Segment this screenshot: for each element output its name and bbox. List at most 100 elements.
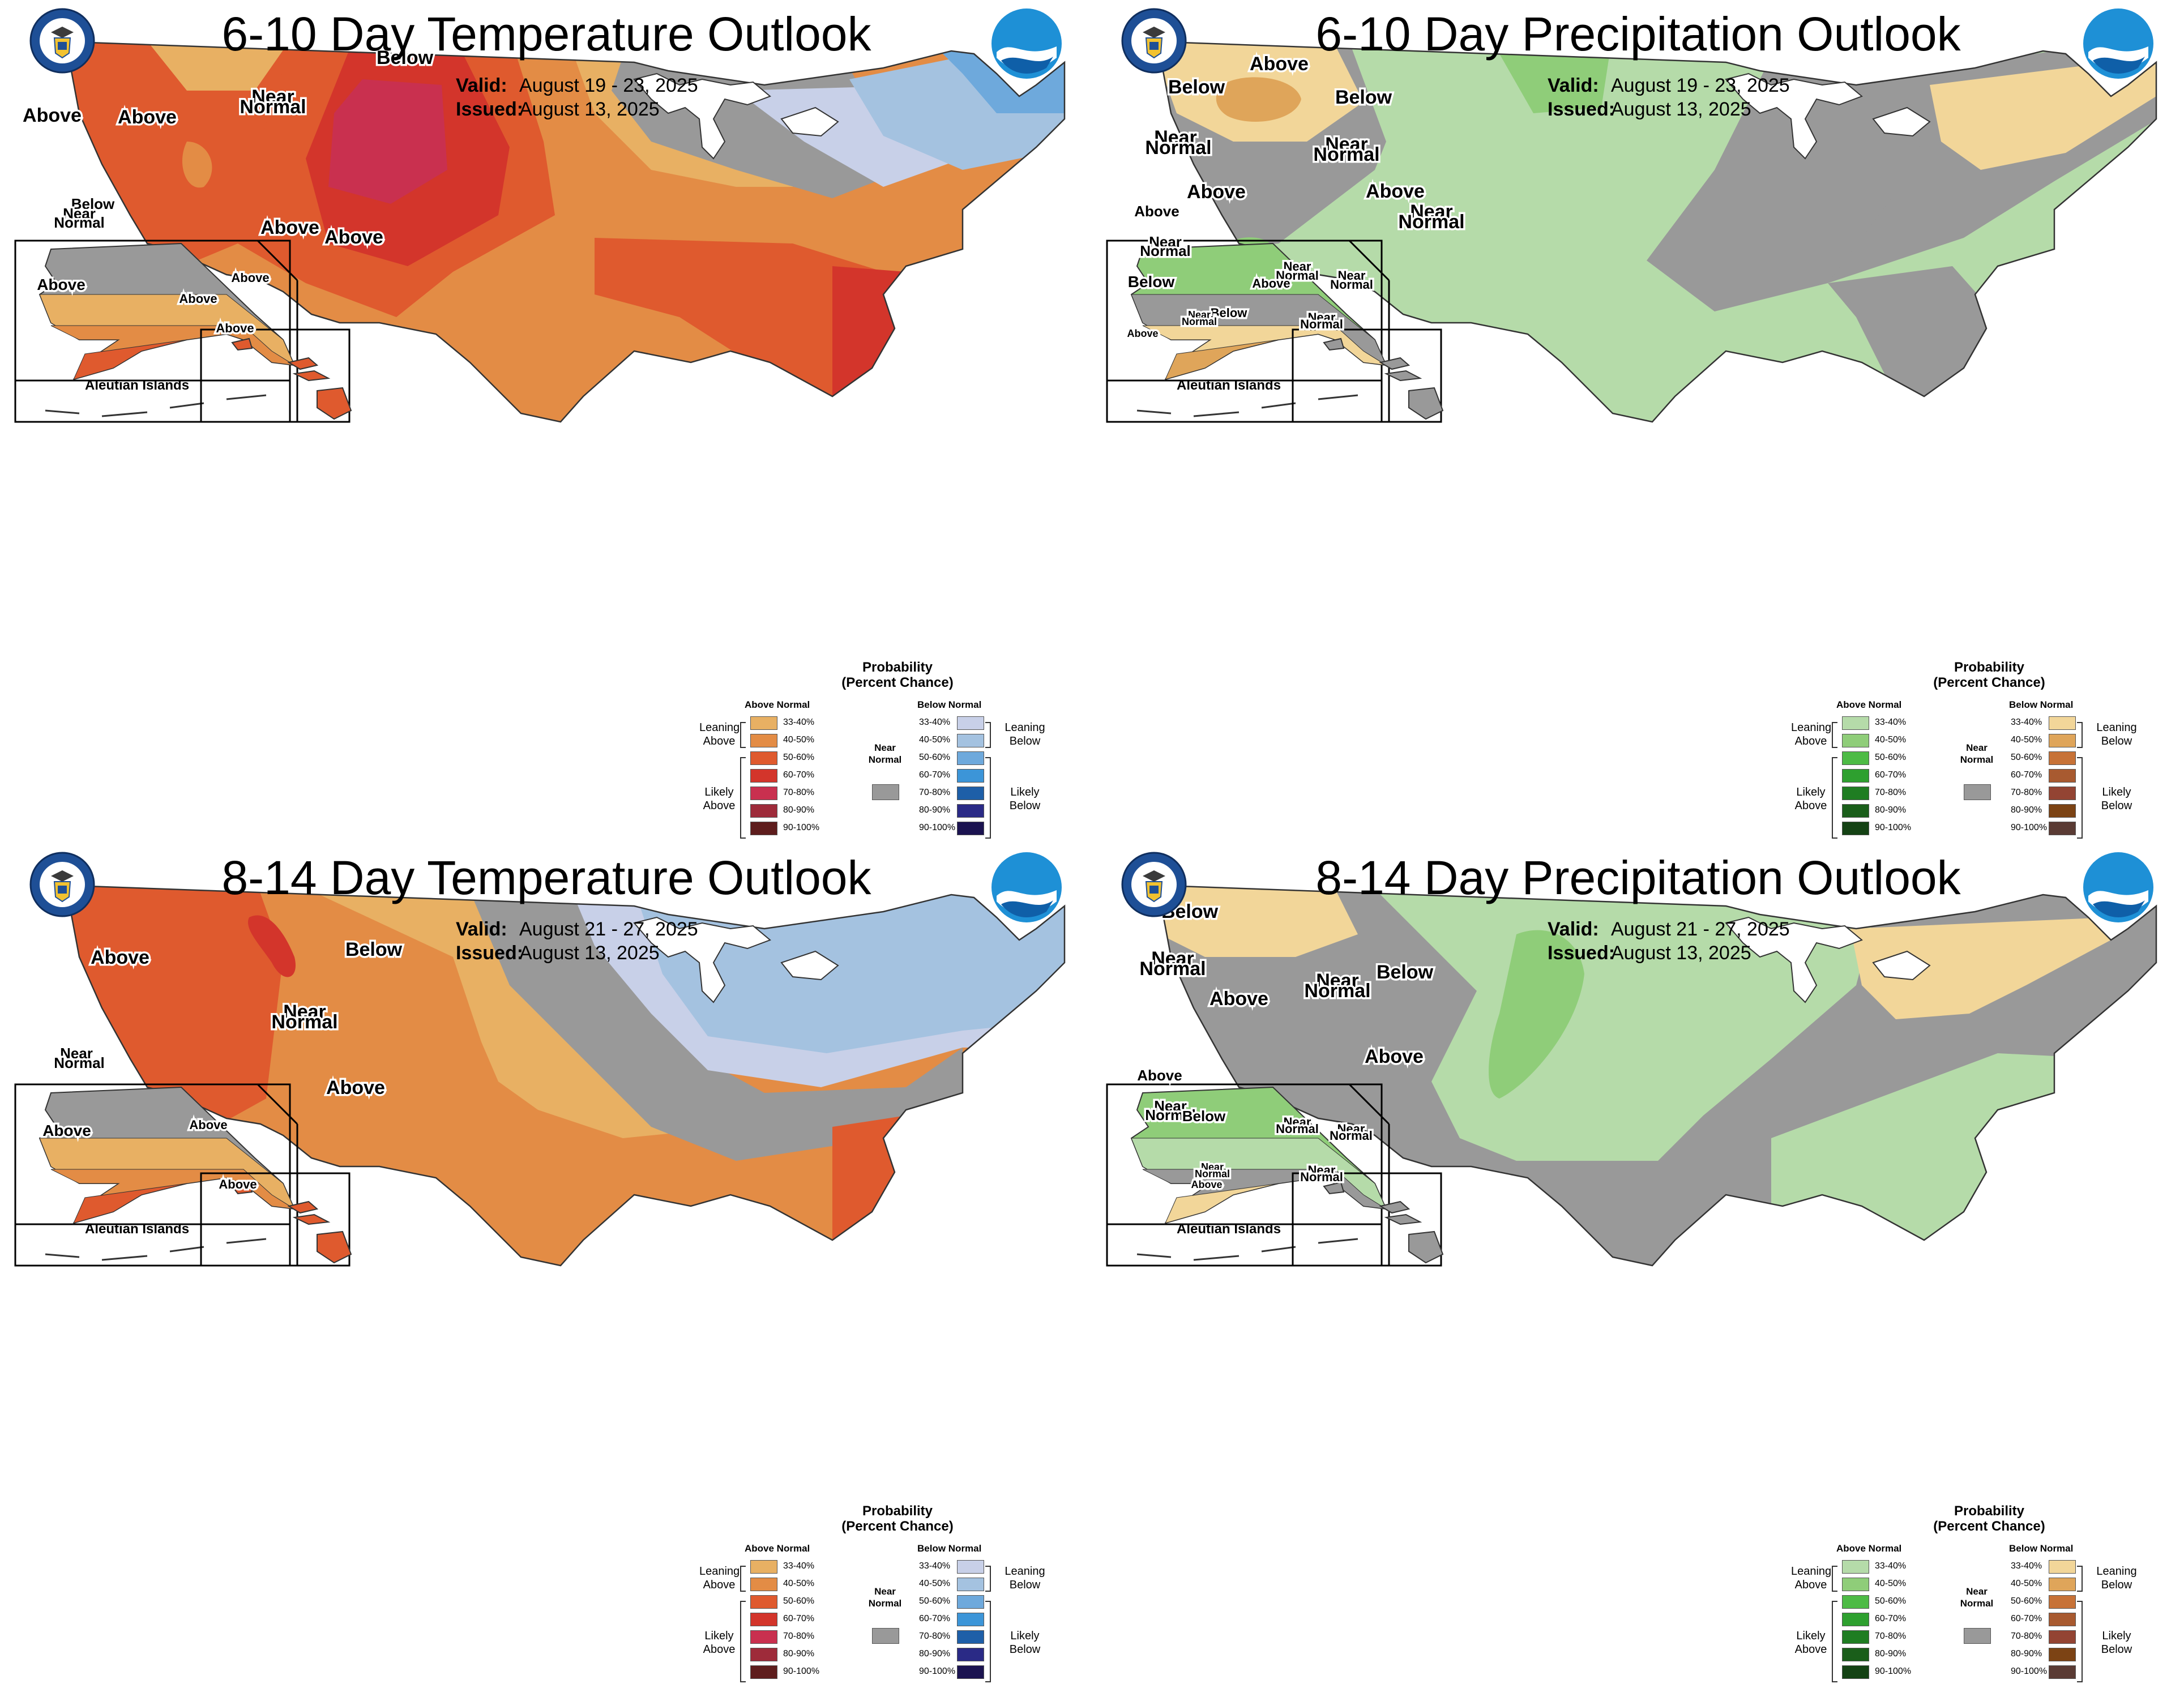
legend-range-above: 40-50% bbox=[783, 735, 815, 745]
alaska-map bbox=[1130, 1086, 1387, 1261]
noaa-logo-icon bbox=[2083, 8, 2153, 79]
legend-swatch-above bbox=[750, 1665, 777, 1679]
great-lakes bbox=[1725, 916, 1931, 1003]
probability-legend: Probability (Percent Chance) Above Normal… bbox=[699, 1503, 1073, 1685]
map-label-near: Near bbox=[1338, 268, 1366, 283]
legend-range-above: 90-100% bbox=[1875, 1666, 1912, 1676]
map-label-normal: Normal bbox=[240, 96, 306, 118]
legend-swatch-above bbox=[1842, 1595, 1869, 1609]
hawaii-islands-shape bbox=[1323, 337, 1444, 420]
legend-leaning-above: Leaning Above bbox=[1791, 1565, 1832, 1591]
noaa-logo-icon bbox=[991, 8, 1062, 79]
legend-swatch-above bbox=[1842, 1578, 1869, 1591]
hawaii-map bbox=[1323, 1181, 1444, 1264]
legend-swatch-below bbox=[957, 822, 984, 835]
commerce-seal-icon bbox=[29, 852, 95, 917]
aleutian-islands-label: Aleutian Islands bbox=[85, 378, 189, 393]
map-label-normal: Normal bbox=[1300, 1170, 1343, 1184]
legend-swatch-below bbox=[2049, 1613, 2076, 1626]
issued-date: August 13, 2025 bbox=[519, 942, 660, 964]
legend-swatch-below bbox=[2049, 1560, 2076, 1574]
legend-leaning-above: Leaning Above bbox=[1791, 721, 1832, 747]
legend-swatch-below bbox=[957, 1648, 984, 1661]
outlook-panel-1: Above Above Near Normal Below Above Above Below… bbox=[0, 0, 1092, 844]
map-label-above: Above bbox=[1134, 203, 1179, 220]
legend-leaning-below: Leaning Below bbox=[1005, 721, 1045, 747]
legend-below-header: Below Normal bbox=[917, 699, 982, 710]
legend-leaning-above: Leaning Above bbox=[699, 1565, 740, 1591]
legend-range-below: 60-70% bbox=[919, 1614, 951, 1623]
legend-range-above: 70-80% bbox=[783, 1631, 815, 1641]
legend-near-normal: Near Normal bbox=[868, 1586, 902, 1609]
map-label-near: Near bbox=[1154, 1097, 1187, 1114]
legend-range-below: 70-80% bbox=[919, 788, 951, 797]
legend-range-above: 40-50% bbox=[783, 1579, 815, 1588]
map-label-above: Above bbox=[216, 321, 254, 335]
legend-swatch-below bbox=[957, 1595, 984, 1609]
map-label-above: Above bbox=[118, 106, 177, 128]
legend-swatch-above bbox=[750, 1560, 777, 1574]
legend-above-header: Above Normal bbox=[1836, 1543, 1902, 1554]
legend-swatch-below bbox=[2049, 1648, 2076, 1661]
great-lakes bbox=[633, 72, 839, 160]
hawaii-inset-frame bbox=[1292, 328, 1442, 423]
aleutian-inset-frame bbox=[1106, 1223, 1383, 1267]
conus-outline bbox=[1161, 885, 2157, 1267]
hawaii-islands-shape bbox=[231, 337, 352, 420]
map-label-normal: Normal bbox=[54, 1054, 105, 1071]
map-label-above: Above bbox=[1187, 181, 1246, 203]
map-label-near: Near bbox=[1284, 259, 1311, 274]
legend-swatch-below bbox=[957, 769, 984, 783]
valid-dates: August 19 - 23, 2025 bbox=[1611, 75, 1790, 96]
legend-swatch-above bbox=[1842, 1648, 1869, 1661]
legend-range-above: 50-60% bbox=[783, 1596, 815, 1606]
legend-likely-above: Likely Above bbox=[1794, 1630, 1827, 1656]
legend-near-normal: Near Normal bbox=[868, 742, 902, 765]
issued-label: Issued: bbox=[1548, 942, 1615, 964]
map-label-below: Below bbox=[377, 47, 434, 69]
legend-range-above: 40-50% bbox=[1875, 735, 1907, 745]
legend-near-normal-swatch bbox=[1964, 1628, 1991, 1644]
legend-range-below: 90-100% bbox=[2011, 823, 2048, 832]
legend-likely-below: Likely Below bbox=[1009, 1630, 1041, 1656]
aleutian-inset-frame bbox=[14, 1223, 291, 1267]
legend-title: Probability (Percent Chance) bbox=[841, 660, 954, 690]
legend-range-above: 80-90% bbox=[783, 1649, 815, 1659]
panel-title: 6-10 Day Precipitation Outlook bbox=[1315, 7, 1961, 61]
legend-below-header: Below Normal bbox=[2009, 1543, 2074, 1554]
map-label-below: Below bbox=[345, 939, 403, 960]
legend-swatch-below bbox=[2049, 751, 2076, 765]
legend-below-header: Below Normal bbox=[2009, 699, 2074, 710]
legend-range-above: 40-50% bbox=[1875, 1579, 1907, 1588]
valid-issued-dates: Valid: August 21 - 27, 2025 Issued:August… bbox=[1548, 917, 1790, 965]
hawaii-map bbox=[231, 337, 352, 420]
alaska-map bbox=[1130, 242, 1387, 417]
map-labels: BelowNearNormalAboveNearNormalBelowAbove… bbox=[1135, 899, 1435, 1193]
probability-legend: Probability (Percent Chance) Above Normal… bbox=[1791, 1503, 2165, 1685]
legend-swatch-above bbox=[1842, 751, 1869, 765]
legend-range-above: 90-100% bbox=[783, 1666, 820, 1676]
legend-swatch-below bbox=[2049, 1595, 2076, 1609]
legend-range-below: 50-60% bbox=[2011, 1596, 2042, 1606]
map-label-above: Above bbox=[1137, 1067, 1182, 1084]
map-label-above: Above bbox=[179, 292, 217, 306]
map-label-above: Above bbox=[189, 1118, 227, 1132]
map-label-above: Above bbox=[91, 947, 149, 968]
aleutian-islands-label: Aleutian Islands bbox=[1177, 378, 1281, 393]
legend-swatch-above bbox=[750, 734, 777, 747]
probability-legend: Probability (Percent Chance) Above Normal… bbox=[1791, 660, 2165, 841]
map-label-normal: Normal bbox=[1145, 1106, 1196, 1123]
legend-likely-below: Likely Below bbox=[2101, 1630, 2132, 1656]
legend-range-above: 60-70% bbox=[1875, 1614, 1907, 1623]
aleutian-islands-shape bbox=[45, 1238, 267, 1261]
map-label-above: Above bbox=[42, 1122, 91, 1139]
map-label-above: Above bbox=[37, 276, 86, 293]
legend-range-above: 33-40% bbox=[783, 717, 815, 727]
map-label-near: Near bbox=[1308, 310, 1336, 324]
panel-title: 8-14 Day Temperature Outlook bbox=[221, 851, 871, 904]
legend-range-below: 80-90% bbox=[919, 805, 951, 815]
legend-range-below: 70-80% bbox=[2011, 788, 2042, 797]
map-label-above: Above bbox=[1366, 181, 1425, 202]
legend-range-below: 50-60% bbox=[919, 753, 951, 762]
legend-swatch-below bbox=[2049, 769, 2076, 783]
